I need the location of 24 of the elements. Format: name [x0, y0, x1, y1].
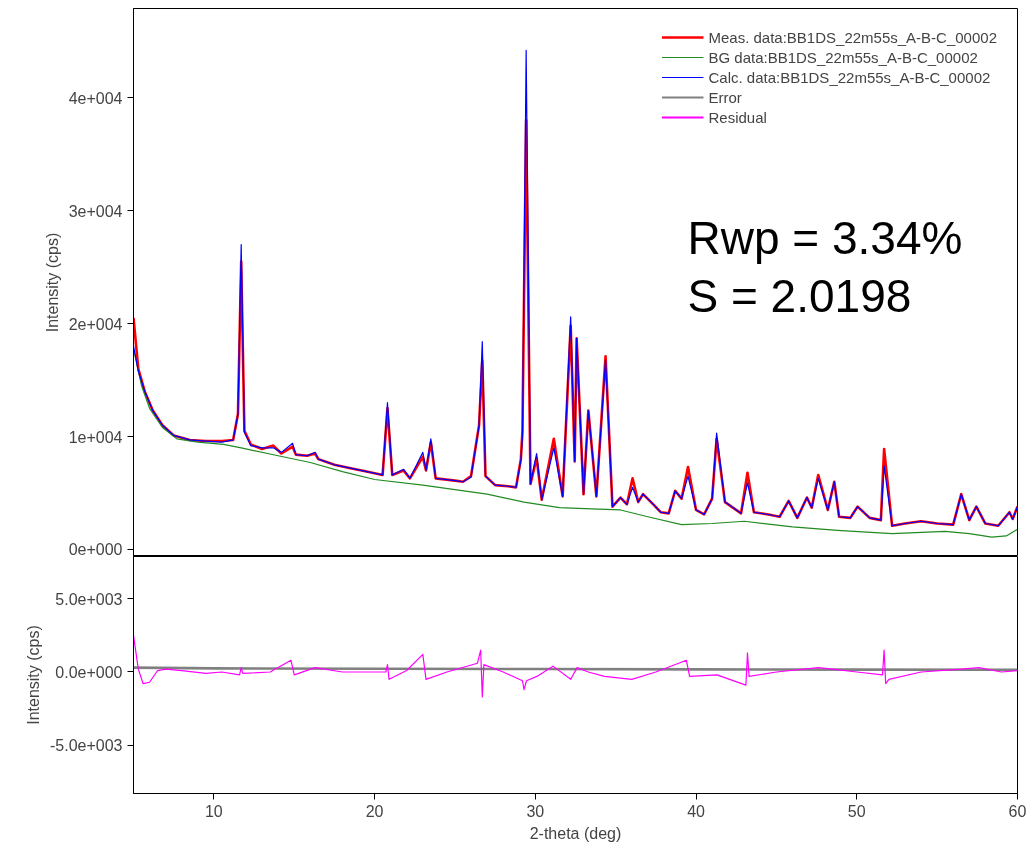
annotation: Rwp = 3.34% — [687, 211, 963, 264]
y-tick-label: 2e+004 — [68, 315, 123, 333]
x-tick-label: 10 — [204, 802, 223, 820]
y-tick-label: -5.0e+003 — [49, 737, 123, 755]
annotation: S = 2.0198 — [687, 269, 912, 322]
y-tick-label: 3e+004 — [68, 202, 123, 220]
x-tick-label: 20 — [365, 802, 384, 820]
x-tick-label: 40 — [687, 802, 706, 820]
x-tick-label: 30 — [526, 802, 545, 820]
legend-label: Calc. data:BB1DS_22m55s_A-B-C_00002 — [708, 68, 991, 86]
y-tick-label: 5.0e+003 — [55, 590, 123, 608]
x-tick-label: 60 — [1008, 802, 1027, 820]
legend-label: BG data:BB1DS_22m55s_A-B-C_00002 — [708, 48, 978, 66]
y-tick-label: 4e+004 — [68, 89, 123, 107]
legend-label: Residual — [708, 108, 767, 126]
y-tick-label: 0.0e+000 — [55, 664, 123, 681]
x-tick-label: 50 — [847, 802, 866, 820]
y-axis-title: Intensity (cps) — [43, 232, 61, 333]
y-tick-label: 0e+000 — [68, 541, 123, 559]
y-tick-label: 1e+004 — [68, 428, 123, 446]
legend-label: Meas. data:BB1DS_22m55s_A-B-C_00002 — [708, 28, 997, 46]
x-axis-title: 2-theta (deg) — [529, 824, 622, 842]
legend-label: Error — [708, 88, 742, 106]
y-axis-title: Intensity (cps) — [24, 625, 42, 725]
